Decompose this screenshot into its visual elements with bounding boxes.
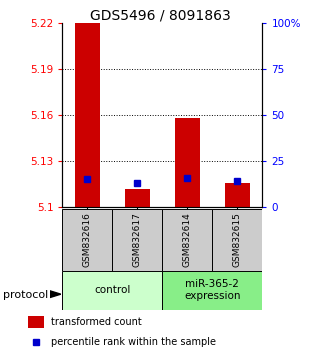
- Bar: [175, 118, 200, 207]
- Bar: [163, 209, 212, 271]
- Bar: [225, 183, 250, 207]
- Bar: [28, 316, 44, 328]
- Bar: [125, 189, 150, 207]
- Bar: [62, 271, 163, 310]
- Text: GDS5496 / 8091863: GDS5496 / 8091863: [90, 9, 230, 23]
- Bar: [112, 209, 163, 271]
- Text: transformed count: transformed count: [51, 317, 142, 327]
- Text: percentile rank within the sample: percentile rank within the sample: [51, 337, 216, 347]
- Bar: [163, 271, 262, 310]
- Text: GSM832616: GSM832616: [83, 212, 92, 267]
- Text: GSM832615: GSM832615: [233, 212, 242, 267]
- Bar: [62, 209, 112, 271]
- Bar: [75, 22, 100, 207]
- Text: GSM832614: GSM832614: [183, 212, 192, 267]
- Text: miR-365-2
expression: miR-365-2 expression: [184, 279, 241, 301]
- Polygon shape: [50, 291, 61, 298]
- Text: GSM832617: GSM832617: [133, 212, 142, 267]
- Bar: [212, 209, 262, 271]
- Text: control: control: [94, 285, 131, 295]
- Text: protocol: protocol: [3, 290, 48, 299]
